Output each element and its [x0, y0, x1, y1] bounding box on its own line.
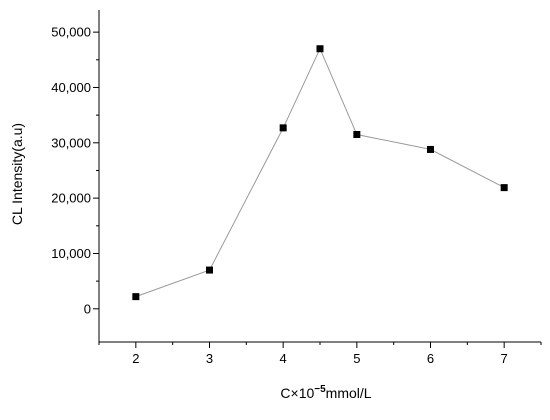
- axes: [98, 10, 541, 343]
- y-axis-title: CL Intensity(a.u): [9, 123, 25, 225]
- x-axis-title-unit: mmol/L: [326, 385, 372, 401]
- y-tick-label: 20,000: [51, 191, 91, 206]
- data-point: [206, 266, 213, 274]
- x-tick-label: 2: [132, 351, 139, 366]
- data-point: [132, 293, 140, 301]
- data-point: [316, 45, 324, 53]
- x-axis-title-base: C×10: [280, 385, 314, 401]
- y-tick-label: 0: [84, 301, 91, 316]
- series-layer: [132, 45, 508, 301]
- x-axis-ticks: 2 3 4 5 6 7: [98, 342, 542, 366]
- x-tick-label: 5: [353, 351, 360, 366]
- x-tick-label: 3: [206, 351, 213, 366]
- y-tick-label: 50,000: [51, 25, 91, 40]
- x-axis-title: C×10−5mmol/L: [280, 384, 371, 401]
- y-tick-label: 10,000: [51, 246, 91, 261]
- x-tick-label: 7: [501, 351, 508, 366]
- series-line: [135, 47, 505, 298]
- x-tick-label: 6: [427, 351, 434, 366]
- data-point: [353, 131, 361, 138]
- data-point: [427, 145, 434, 153]
- data-point: [500, 184, 508, 192]
- y-axis-ticks: 0 10,000 20,000 30,000 40,000 50,000: [51, 25, 99, 316]
- y-tick-label: 40,000: [51, 80, 91, 95]
- data-point: [279, 124, 287, 132]
- x-tick-label: 4: [280, 351, 287, 366]
- y-tick-label: 30,000: [51, 135, 91, 150]
- x-axis-title-exponent: −5: [314, 384, 326, 395]
